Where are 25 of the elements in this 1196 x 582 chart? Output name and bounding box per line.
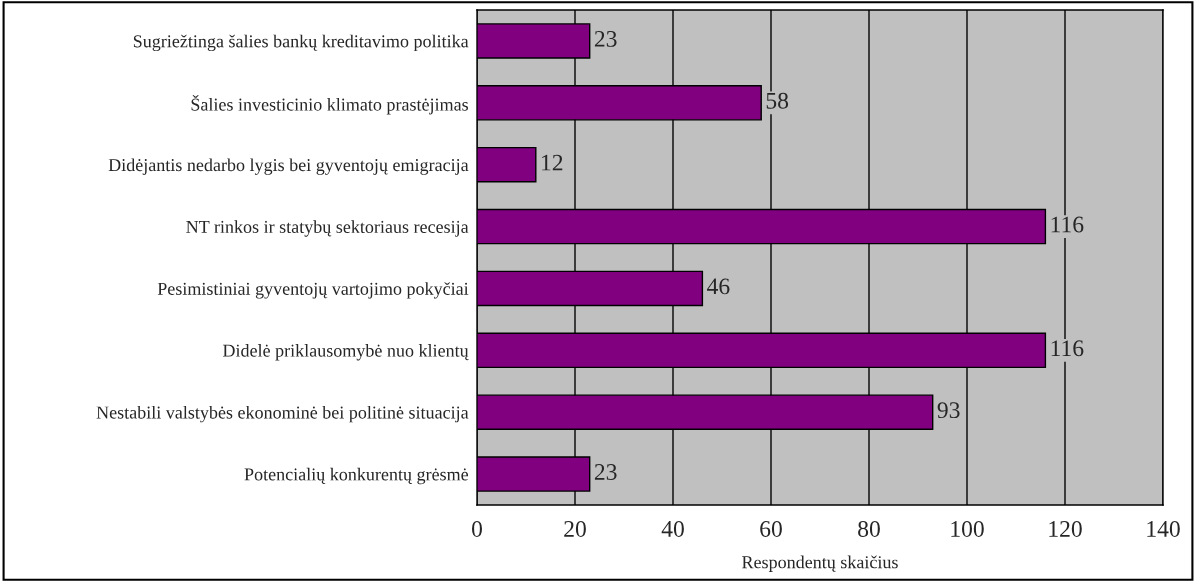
data-label: 93 xyxy=(937,402,960,419)
y-tick-label: Didėjantis nedarbo lygis bei gyventojų emigracija xyxy=(108,158,469,175)
data-label: 12 xyxy=(542,154,563,171)
x-tick-label: 80 xyxy=(858,520,880,537)
data-label: 116 xyxy=(1051,340,1084,357)
x-tick-label: 140 xyxy=(1147,520,1180,537)
x-axis-title: Respondentų skaičius xyxy=(742,555,898,572)
data-label: 23 xyxy=(594,30,617,47)
y-tick-label: Nestabili valstybės ekonominė bei politinė situacija xyxy=(96,405,469,423)
x-tick-label: 100 xyxy=(951,520,984,537)
x-tick-label: 120 xyxy=(1049,520,1082,537)
data-label: 46 xyxy=(707,278,730,295)
y-tick-label: Sugriežtinga šalies bankų kreditavimo politika xyxy=(133,34,469,52)
y-tick-label: Didelė priklausomybė nuo klientų xyxy=(222,344,469,361)
x-tick-label: 60 xyxy=(760,520,782,537)
y-tick-label: Pesimistiniai gyventojų vartojimo pokyčiai xyxy=(157,282,469,299)
x-tick-label: 40 xyxy=(661,520,684,537)
y-tick-label: Potencialių konkurentų grėsmė xyxy=(244,467,469,485)
data-label: 23 xyxy=(594,464,617,480)
x-tick-label: 20 xyxy=(564,520,586,537)
data-label: 116 xyxy=(1051,216,1084,233)
y-tick-label: NT rinkos ir statybų sektoriaus recesija xyxy=(186,220,469,237)
data-label: 58 xyxy=(766,92,789,109)
y-tick-label: Šalies investicinio klimato prastėjimas xyxy=(191,95,469,115)
x-tick-label: 0 xyxy=(472,520,482,537)
